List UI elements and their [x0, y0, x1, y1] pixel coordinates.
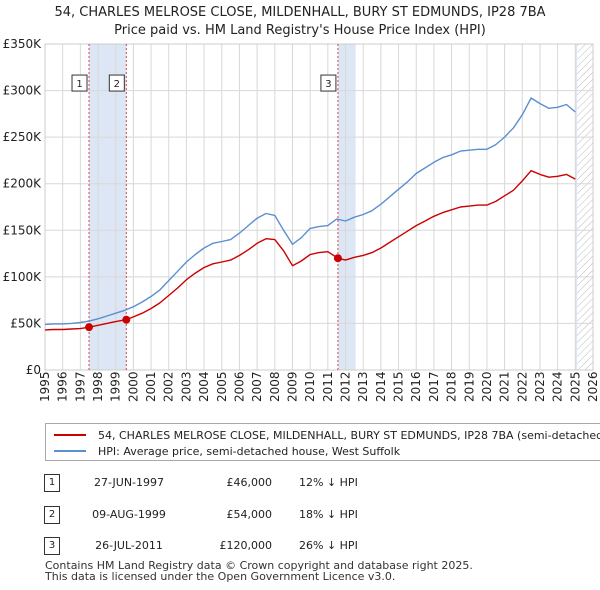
transaction-row: 2 09-AUG-1999 £54,000 18% ↓ HPI — [44, 506, 464, 526]
forecast-hatch — [577, 44, 593, 370]
transaction-date: 27-JUN-1997 — [93, 476, 165, 489]
transaction-hpi-diff: 18% ↓ HPI — [299, 508, 358, 521]
price-chart: £0 £50K £100K £150K £200K £250K £300K £350K 1995… — [3, 37, 600, 402]
x-tick-label: 2008 — [268, 371, 282, 402]
x-tick-label: 2026 — [586, 371, 600, 402]
y-tick-label: £200K — [3, 177, 43, 191]
x-tick-label: 2009 — [285, 371, 299, 402]
transaction-price: £120,000 — [219, 539, 273, 552]
x-tick-label: 1997 — [73, 371, 87, 402]
x-tick-label: 2020 — [480, 371, 494, 402]
transaction-hpi-diff: 12% ↓ HPI — [299, 476, 358, 489]
x-tick-label: 1998 — [91, 371, 105, 402]
sale-number-label: 1 — [76, 79, 82, 90]
x-tick-label: 1995 — [38, 371, 52, 402]
y-tick-label: £150K — [3, 223, 43, 237]
x-tick-label: 2015 — [392, 371, 406, 402]
x-tick-label: 2021 — [498, 371, 512, 402]
x-tick-label: 2023 — [533, 371, 547, 402]
x-tick-label: 1996 — [56, 371, 70, 402]
chart-legend: 54, CHARLES MELROSE CLOSE, MILDENHALL, B… — [45, 423, 600, 461]
transaction-number: 3 — [44, 537, 60, 555]
x-tick-label: 2006 — [232, 371, 246, 402]
property-price-line — [44, 169, 576, 331]
x-tick-label: 2012 — [339, 371, 353, 402]
x-tick-label: 2019 — [462, 371, 476, 402]
x-tick-label: 2024 — [551, 371, 565, 402]
y-tick-label: £350K — [3, 37, 43, 51]
y-tick-label: £300K — [3, 84, 43, 98]
title-subtitle: Price paid vs. HM Land Registry's House … — [114, 23, 486, 38]
transaction-price: £46,000 — [226, 476, 273, 489]
sale-point — [333, 254, 342, 263]
sale-point — [122, 315, 131, 324]
x-tick-label: 2004 — [197, 371, 211, 402]
title-address: 54, CHARLES MELROSE CLOSE, MILDENHALL, B… — [54, 5, 546, 20]
footer-copyright: Contains HM Land Registry data © Crown c… — [45, 559, 473, 572]
transaction-hpi-diff: 26% ↓ HPI — [299, 539, 358, 552]
transaction-row: 3 26-JUL-2011 £120,000 26% ↓ HPI — [44, 537, 464, 557]
legend-item-hpi: HPI: Average price, semi-detached house,… — [54, 443, 400, 459]
x-tick-label: 1999 — [109, 371, 123, 402]
transaction-price: £54,000 — [226, 508, 273, 521]
transaction-number: 2 — [44, 506, 60, 524]
sale-number-box — [71, 74, 88, 92]
x-tick-label: 2005 — [215, 371, 229, 402]
footer: Contains HM Land Registry data © Crown c… — [45, 560, 473, 582]
sale-number-box — [108, 74, 125, 92]
transaction-row: 1 27-JUN-1997 £46,000 12% ↓ HPI — [44, 474, 464, 494]
transaction-date: 26-JUL-2011 — [95, 539, 163, 552]
x-tick-label: 2002 — [162, 371, 176, 402]
x-tick-label: 2014 — [374, 371, 388, 402]
y-tick-label: £0 — [26, 363, 41, 377]
sale-number-box — [320, 74, 337, 92]
x-tick-label: 2016 — [409, 371, 423, 402]
sale-point — [85, 323, 94, 332]
transaction-number: 1 — [44, 474, 60, 492]
transaction-date: 09-AUG-1999 — [92, 508, 166, 521]
x-tick-label: 2003 — [179, 371, 193, 402]
x-tick-label: 2025 — [568, 371, 582, 402]
chart-title: 54, CHARLES MELROSE CLOSE, MILDENHALL, B… — [0, 4, 600, 40]
x-tick-label: 2000 — [126, 371, 140, 402]
x-tick-label: 2017 — [427, 371, 441, 402]
y-tick-label: £50K — [10, 316, 42, 330]
x-tick-label: 2007 — [250, 371, 264, 402]
plot-frame — [44, 43, 594, 371]
x-tick-label: 2001 — [144, 371, 158, 402]
sale-number-label: 3 — [325, 79, 331, 90]
shaded-range — [337, 44, 356, 370]
y-tick-label: £250K — [3, 130, 43, 144]
footer-licence: This data is licensed under the Open Gov… — [45, 570, 396, 583]
legend-item-property: 54, CHARLES MELROSE CLOSE, MILDENHALL, B… — [54, 427, 600, 443]
x-tick-label: 2018 — [445, 371, 459, 402]
legend-label-property: 54, CHARLES MELROSE CLOSE, MILDENHALL, B… — [98, 428, 600, 442]
hpi-line — [44, 97, 576, 326]
y-tick-label: £100K — [3, 270, 43, 284]
legend-label-hpi: HPI: Average price, semi-detached house,… — [98, 444, 401, 458]
sale-number-label: 2 — [114, 79, 120, 90]
x-tick-label: 2013 — [356, 371, 370, 402]
x-tick-label: 2011 — [321, 371, 335, 402]
shaded-range — [575, 44, 578, 370]
legend-swatch-property — [54, 434, 86, 436]
x-tick-label: 2010 — [303, 371, 317, 402]
x-tick-label: 2022 — [515, 371, 529, 402]
legend-swatch-hpi — [54, 450, 86, 452]
